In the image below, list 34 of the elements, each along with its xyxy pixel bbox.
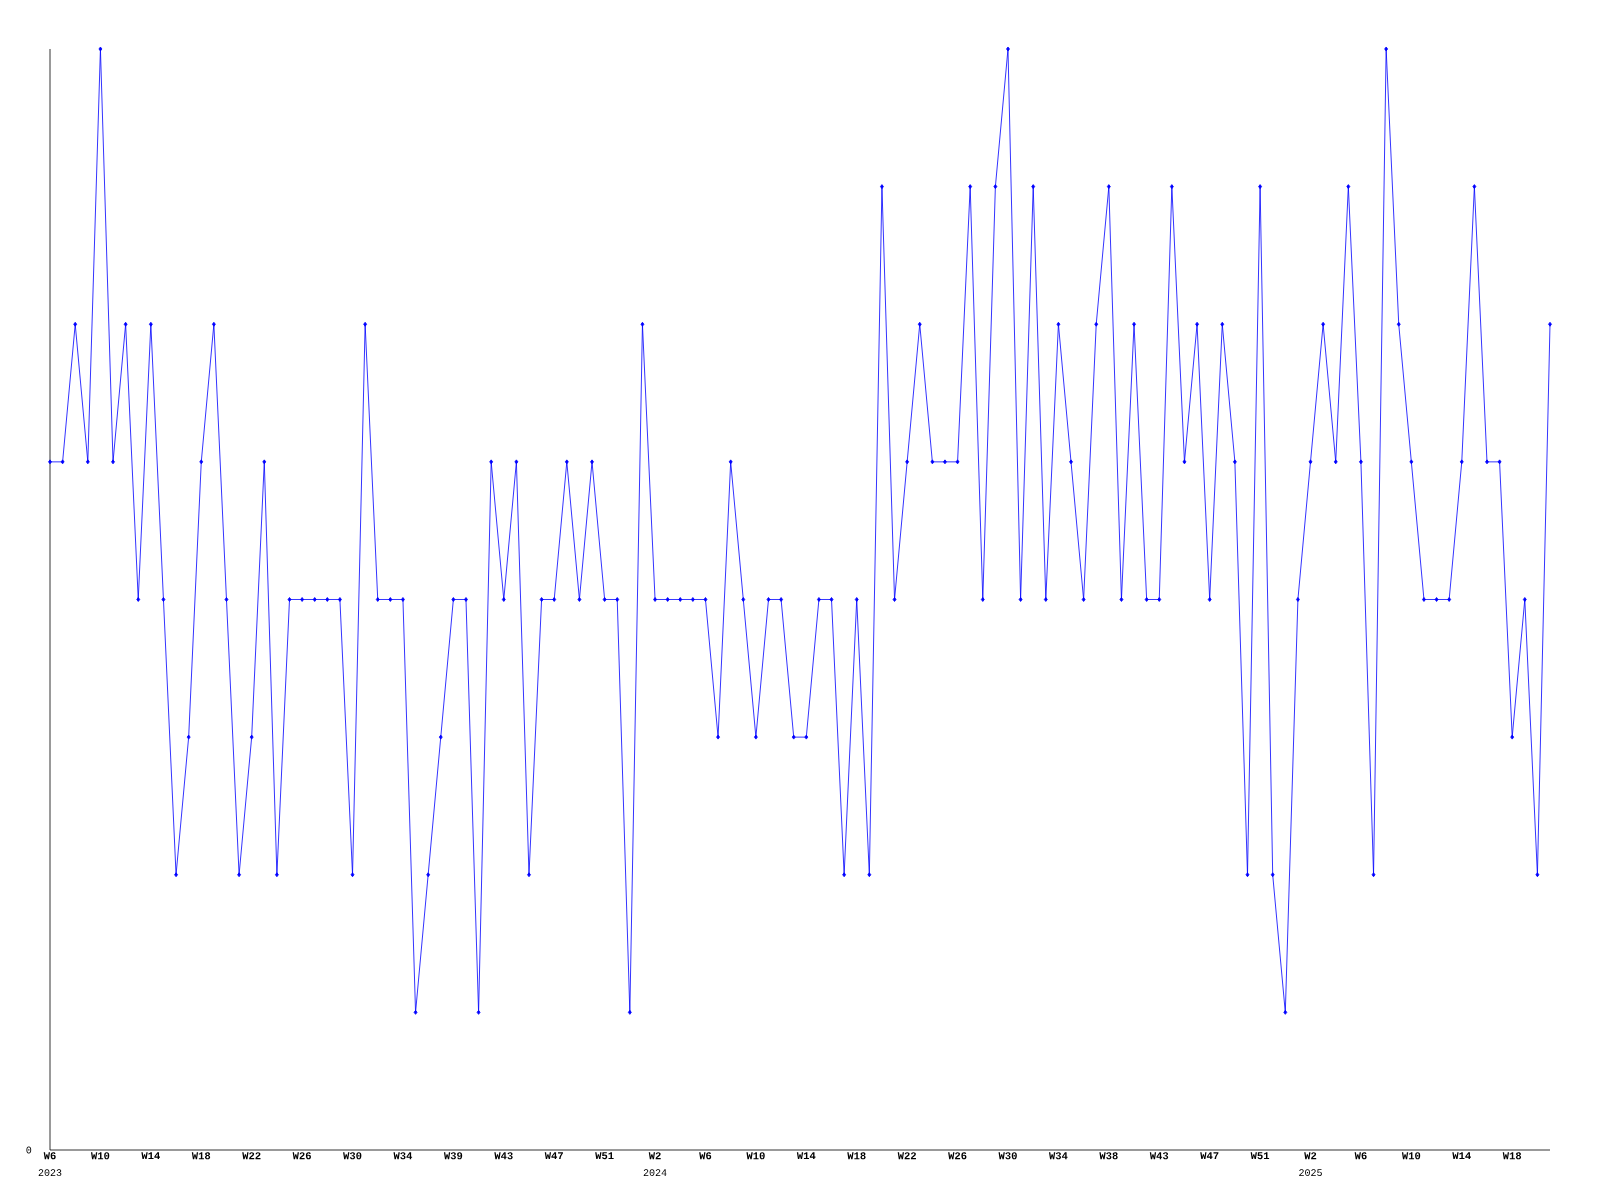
x-tick-label: W51 xyxy=(595,1152,614,1160)
x-tick-label: W18 xyxy=(1502,1152,1522,1160)
x-tick-label: W43 xyxy=(1149,1152,1169,1160)
x-tick-label: W22 xyxy=(242,1152,261,1160)
x-tick-label: W14 xyxy=(796,1152,816,1160)
x-tick-label: W30 xyxy=(998,1152,1017,1160)
x-tick-label: W39 xyxy=(443,1152,463,1160)
x-tick-label: W47 xyxy=(1200,1152,1219,1160)
x-tick-label: W18 xyxy=(191,1152,211,1160)
text: 2023 xyxy=(38,1169,62,1176)
x-tick-label: W26 xyxy=(292,1152,311,1160)
x-tick-label: W34 xyxy=(1048,1152,1068,1160)
x-tick-label: W30 xyxy=(343,1152,362,1160)
x-tick-label: W34 xyxy=(393,1152,413,1160)
x-tick-label: W6 xyxy=(1354,1152,1367,1160)
x-tick-label: W14 xyxy=(1452,1152,1471,1160)
x-tick-label: W6 xyxy=(43,1152,56,1160)
x-tick-label: W43 xyxy=(494,1152,513,1160)
x-tick-label: W47 xyxy=(544,1152,563,1160)
x-tick-label: W6 xyxy=(699,1152,712,1160)
x-tick-label: W18 xyxy=(847,1152,866,1160)
x-tick-label: W10 xyxy=(746,1152,765,1160)
text: 2025 xyxy=(1299,1169,1322,1176)
x-tick-label: W22 xyxy=(897,1152,916,1160)
x-tick-label: W26 xyxy=(948,1152,967,1160)
x-tick-label: W2 xyxy=(648,1152,661,1160)
x-tick-label: W14 xyxy=(141,1152,160,1160)
x-tick-label: W2 xyxy=(1304,1152,1317,1160)
x-tick-label: W10 xyxy=(90,1152,110,1160)
x-tick-label: W51 xyxy=(1250,1152,1270,1160)
text: 0 xyxy=(26,1146,32,1154)
x-tick-label: W38 xyxy=(1099,1152,1118,1160)
x-tick-label: W10 xyxy=(1401,1152,1421,1160)
text: 2024 xyxy=(643,1169,667,1176)
